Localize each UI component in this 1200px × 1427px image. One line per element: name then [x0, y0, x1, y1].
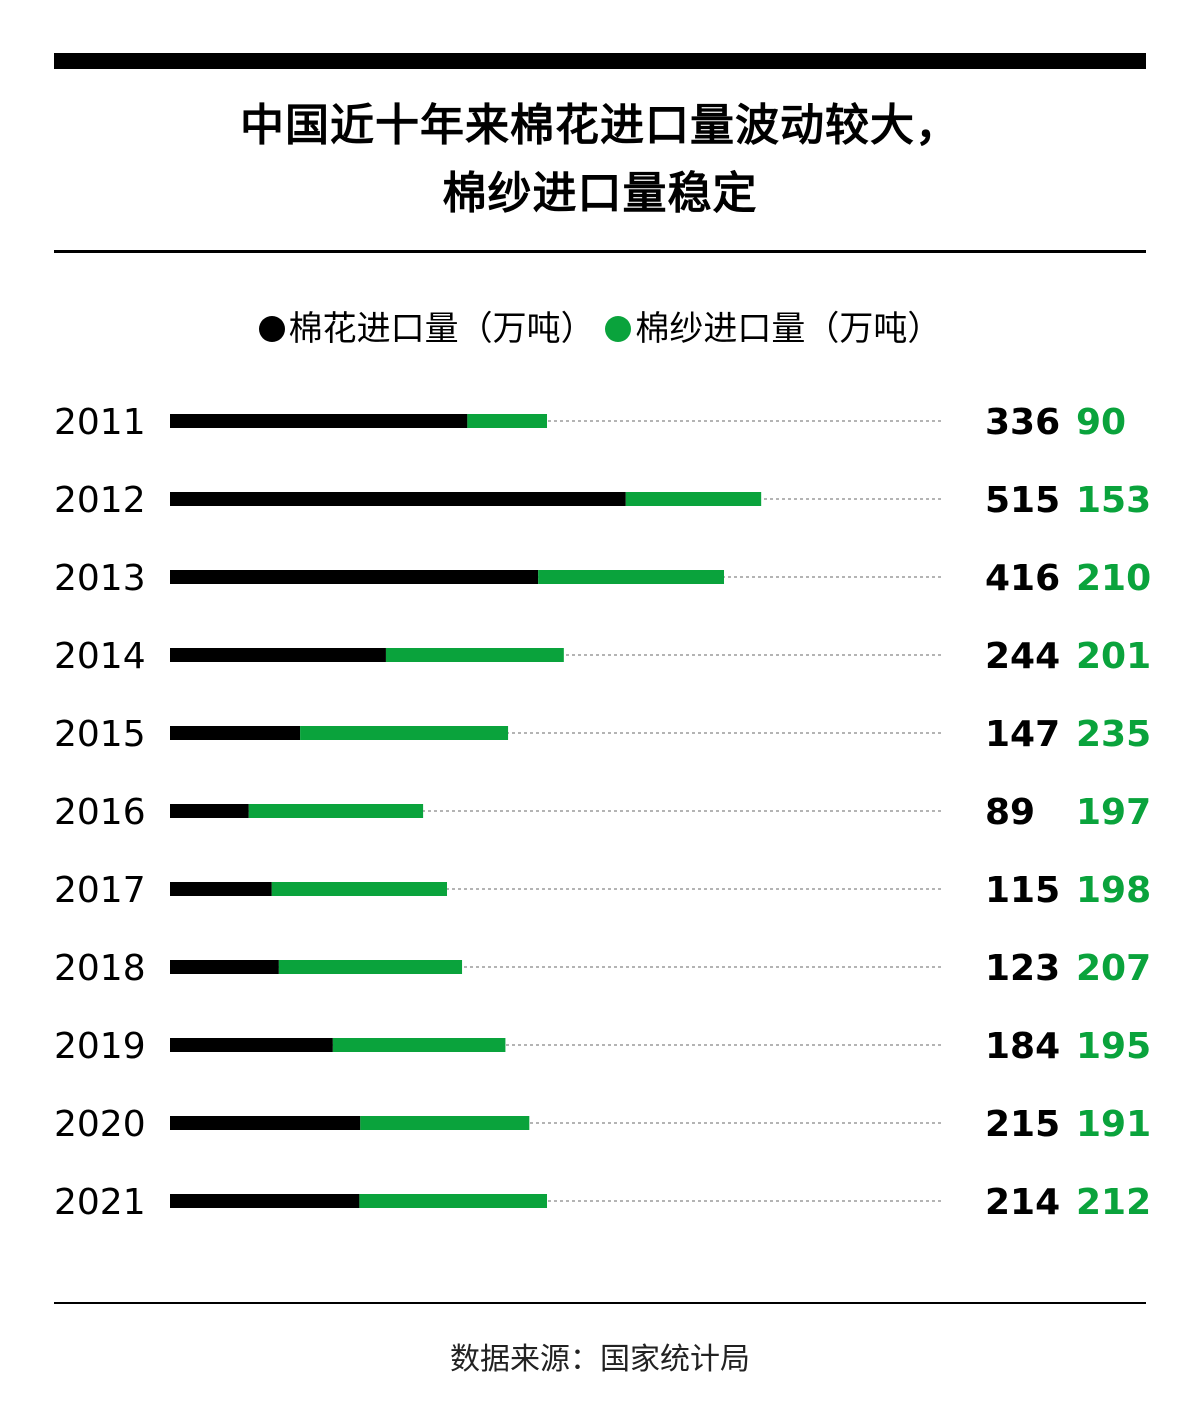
chart-area: 2011 336 90 2012 515 153 2013 416 210 2014 244 201 2… — [54, 402, 1151, 1223]
bar-yarn — [332, 1038, 506, 1052]
value-label-cotton: 184 — [985, 1026, 1060, 1067]
value-label-cotton: 416 — [985, 558, 1060, 599]
year-label: 2018 — [54, 948, 146, 989]
title-rule — [54, 250, 1146, 253]
value-label-yarn: 207 — [1076, 948, 1151, 989]
value-label-cotton: 336 — [985, 402, 1060, 443]
value-label-cotton: 515 — [985, 480, 1060, 521]
value-label-cotton: 147 — [985, 714, 1060, 755]
bar-yarn — [360, 1116, 530, 1130]
legend-item-cotton: 棉花进口量（万吨） — [258, 305, 595, 353]
top-rule — [54, 53, 1146, 69]
value-label-yarn: 191 — [1076, 1104, 1151, 1145]
year-label: 2012 — [54, 480, 146, 521]
title-line-2: 棉纱进口量稳定 — [442, 168, 758, 219]
year-label: 2015 — [54, 714, 146, 755]
year-label: 2014 — [54, 636, 146, 677]
bar-yarn — [359, 1194, 548, 1208]
chart-title: 中国近十年来棉花进口量波动较大， 棉纱进口量稳定 — [54, 92, 1146, 228]
bar-cotton — [170, 1194, 360, 1208]
bar-cotton — [170, 492, 626, 506]
value-label-cotton: 89 — [985, 792, 1035, 833]
bar-cotton — [170, 960, 279, 974]
value-label-cotton: 244 — [985, 636, 1060, 677]
bar-yarn — [278, 960, 463, 974]
year-label: 2019 — [54, 1026, 146, 1067]
bar-cotton — [170, 1038, 333, 1052]
bar-cotton — [170, 726, 301, 740]
value-label-cotton: 214 — [985, 1182, 1060, 1223]
bar-yarn — [625, 492, 762, 506]
bar-cotton — [170, 882, 272, 896]
bar-cotton — [170, 414, 468, 428]
year-label: 2021 — [54, 1182, 146, 1223]
legend-label-cotton: 棉花进口量（万吨） — [288, 309, 595, 349]
bar-cotton — [170, 1116, 361, 1130]
value-label-yarn: 210 — [1076, 558, 1151, 599]
value-label-yarn: 235 — [1076, 714, 1151, 755]
legend: 棉花进口量（万吨） 棉纱进口量（万吨） — [0, 305, 1200, 353]
value-label-yarn: 197 — [1076, 792, 1151, 833]
title-line-1: 中国近十年来棉花进口量波动较大， — [240, 100, 960, 151]
value-label-yarn: 90 — [1076, 402, 1126, 443]
bar-cotton — [170, 648, 386, 662]
bar-yarn — [271, 882, 448, 896]
bar-yarn — [385, 648, 564, 662]
value-label-yarn: 212 — [1076, 1182, 1151, 1223]
year-label: 2020 — [54, 1104, 146, 1145]
bar-yarn — [248, 804, 424, 818]
value-label-yarn: 195 — [1076, 1026, 1151, 1067]
year-label: 2011 — [54, 402, 146, 443]
source-note: 数据来源：国家统计局 — [450, 1342, 750, 1377]
legend-dot-green-icon — [605, 316, 632, 342]
legend-label-yarn: 棉纱进口量（万吨） — [635, 309, 942, 349]
value-label-yarn: 201 — [1076, 636, 1151, 677]
bar-cotton — [170, 804, 249, 818]
value-label-cotton: 123 — [985, 948, 1060, 989]
bar-yarn — [538, 570, 725, 584]
legend-dot-black-icon — [258, 316, 285, 342]
bar-yarn — [467, 414, 548, 428]
year-label: 2017 — [54, 870, 146, 911]
value-label-cotton: 115 — [985, 870, 1060, 911]
year-label: 2013 — [54, 558, 146, 599]
bar-cotton — [170, 570, 539, 584]
value-label-yarn: 153 — [1076, 480, 1151, 521]
bar-yarn — [300, 726, 509, 740]
bottom-rule — [54, 1302, 1146, 1304]
legend-item-yarn: 棉纱进口量（万吨） — [605, 305, 941, 353]
value-label-cotton: 215 — [985, 1104, 1060, 1145]
value-label-yarn: 198 — [1076, 870, 1151, 911]
year-label: 2016 — [54, 792, 146, 833]
